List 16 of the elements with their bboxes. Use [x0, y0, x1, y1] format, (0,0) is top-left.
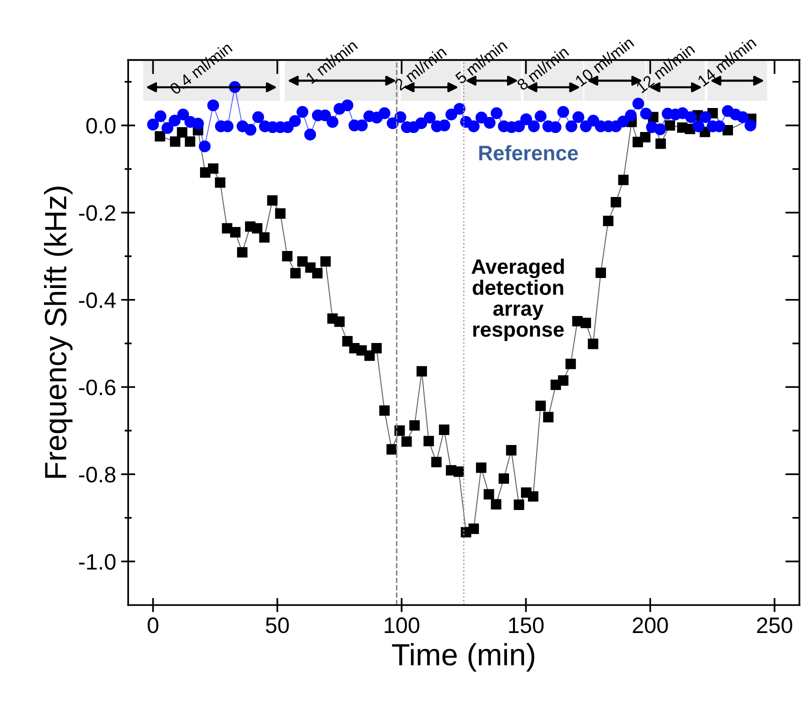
x-tick-label: 200 — [632, 617, 668, 634]
annotation: Reference — [479, 145, 578, 160]
y-axis-title: Frequency Shift (kHz) — [44, 186, 73, 478]
x-tick-label: 0 — [148, 617, 158, 634]
x-axis-title: Time (min) — [392, 643, 534, 672]
annotation: Averaged detection array response — [472, 258, 564, 341]
x-tick-label: 250 — [757, 617, 792, 634]
x-tick-label: 100 — [384, 617, 420, 634]
y-tick-label: 0.0 — [86, 118, 116, 134]
y-tick-label: -0.6 — [79, 380, 116, 396]
x-tick-label: 50 — [266, 617, 289, 634]
y-tick-label: -0.2 — [79, 205, 116, 221]
x-tick-label: 150 — [509, 617, 544, 634]
y-tick-label: -0.8 — [79, 466, 116, 483]
y-tick-label: -0.4 — [79, 292, 116, 308]
y-tick-label: -1.0 — [79, 554, 116, 570]
